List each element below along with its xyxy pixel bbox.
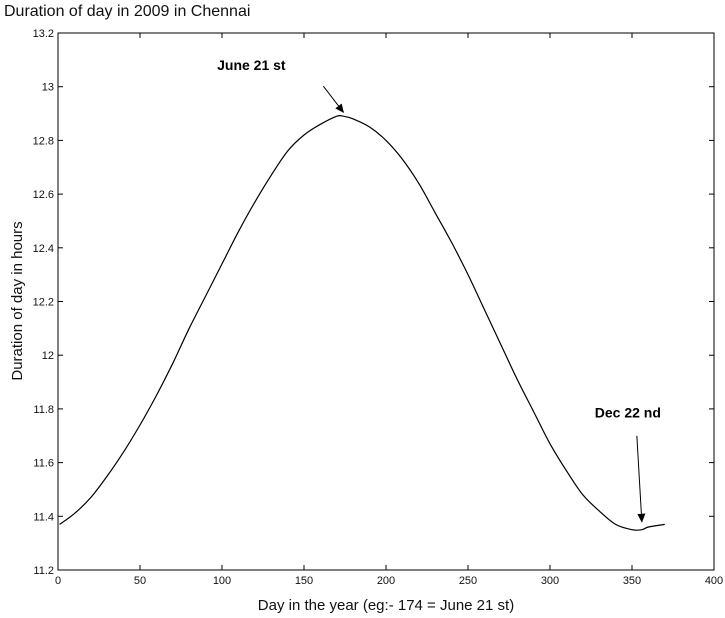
y-tick-label: 12 (42, 350, 54, 362)
x-tick-label: 0 (55, 575, 61, 587)
x-tick-label: 250 (459, 575, 477, 587)
y-tick-label: 12.4 (33, 243, 54, 255)
annotation-label: Dec 22 nd (595, 405, 661, 421)
y-tick-label: 13 (42, 82, 54, 94)
y-tick-label: 12.8 (33, 135, 54, 147)
axis-ticks: 0 50 100 150 200 250 300 350 400 11.2 11.4 11.6 11.8… (33, 28, 724, 587)
y-tick-label: 13.2 (33, 28, 54, 40)
plot-area-frame (58, 33, 714, 570)
y-tick-label: 12.2 (33, 297, 54, 309)
y-tick-label: 11.2 (33, 565, 54, 577)
x-tick-label: 200 (377, 575, 395, 587)
x-tick-label: 400 (705, 575, 723, 587)
y-tick-label: 12.6 (33, 189, 54, 201)
y-axis-label: Duration of day in hours (9, 221, 26, 380)
x-axis-label: Day in the year (eg:- 174 = June 21 st) (258, 597, 514, 614)
annotation-layer: June 21 st Dec 22 nd (217, 57, 661, 521)
annotation-label: June 21 st (217, 57, 286, 73)
series-line (60, 116, 665, 531)
y-tick-label: 11.4 (33, 511, 54, 523)
x-tick-label: 50 (134, 575, 146, 587)
series-layer (60, 116, 665, 531)
x-tick-label: 350 (623, 575, 641, 587)
annotation-arrow (323, 86, 343, 112)
y-tick-label: 11.6 (33, 458, 54, 470)
x-tick-label: 150 (295, 575, 313, 587)
annotation-arrow (637, 436, 642, 522)
x-tick-label: 100 (213, 575, 231, 587)
x-tick-label: 300 (541, 575, 559, 587)
y-tick-label: 11.8 (33, 404, 54, 416)
